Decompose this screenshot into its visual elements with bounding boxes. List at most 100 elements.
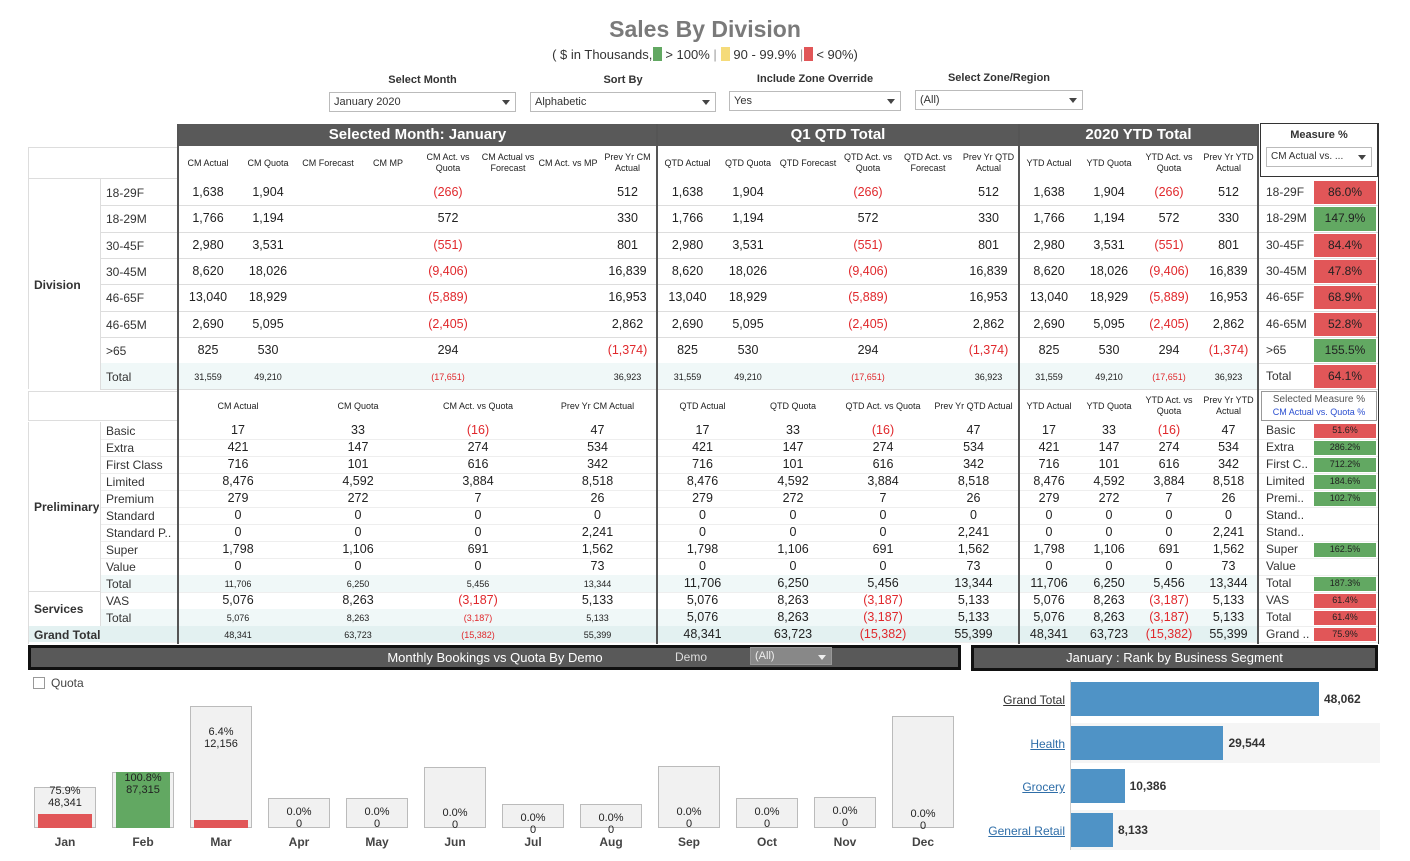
ytd-col-2: YTD Act. vs Quota — [1145, 152, 1193, 173]
row-cell: 8,476 — [222, 473, 254, 488]
division-cell: 16,953 — [608, 290, 647, 305]
row-cell: 5,076 — [686, 609, 719, 624]
bottom-left-header-box — [28, 391, 178, 421]
measure-pct-cell: 52.8% — [1314, 312, 1376, 336]
row-cell: 11,706 — [683, 575, 722, 590]
row-divider — [100, 205, 1378, 207]
division-cell: 5,095 — [1093, 316, 1125, 331]
row-cell: 0 — [970, 507, 977, 522]
legend-yellow: 90 - 99.9% — [733, 47, 797, 62]
chevron-down-icon — [887, 99, 895, 104]
division-cell: 825 — [1038, 342, 1060, 357]
quota-bar — [424, 767, 486, 828]
value-label: 0 — [295, 818, 303, 831]
row-cell: 1,562 — [957, 541, 990, 556]
division-cell: (17,651) — [1152, 372, 1186, 383]
row-cell: 272 — [1098, 490, 1120, 505]
row-cell: 272 — [347, 490, 369, 505]
section-separator — [1018, 124, 1020, 644]
row-cell: 0 — [234, 507, 242, 522]
demo-label: Demo — [675, 650, 708, 664]
row-cell: 0 — [879, 524, 887, 539]
division-cell: 530 — [257, 342, 279, 357]
division-cell: 1,766 — [671, 211, 704, 226]
row-cell: 13,344 — [583, 578, 612, 589]
measure-row-label: 30-45F — [1266, 237, 1305, 252]
row-cell: (3,187) — [1149, 609, 1189, 624]
filter-select-3[interactable]: (All) — [915, 90, 1083, 110]
division-row-label: 46-65M — [106, 317, 147, 332]
rank-category-link[interactable]: Grocery — [1022, 780, 1065, 794]
row-cell: 101 — [1098, 456, 1120, 471]
qtd-col-1: QTD Quota — [724, 157, 771, 168]
row-cell: 0 — [474, 558, 482, 573]
division-row-label: 46-65F — [106, 291, 145, 306]
row-cell: 4,592 — [342, 473, 374, 488]
row-divider — [100, 642, 1378, 644]
division-cell: (17,651) — [431, 372, 465, 383]
division-cell: 16,953 — [969, 290, 1008, 305]
row-cell: 7 — [1165, 490, 1173, 505]
filter-select-2[interactable]: Yes — [729, 91, 901, 111]
rank-value-label: 48,062 — [1324, 692, 1361, 706]
filter-select-0[interactable]: January 2020 — [329, 92, 516, 112]
actual-bar — [116, 772, 170, 828]
quota-checkbox[interactable] — [33, 677, 45, 689]
row-cell: 8,518 — [1212, 473, 1245, 488]
value-label: 0 — [919, 819, 927, 832]
division-cell: 18,026 — [248, 263, 288, 278]
row-cell: (3,187) — [463, 612, 493, 623]
division-row-label: 30-45M — [106, 264, 147, 279]
row-cell: 11,706 — [224, 578, 252, 589]
measure-select[interactable]: CM Actual vs. ... — [1266, 147, 1372, 167]
row-cell: 0 — [474, 524, 482, 539]
value-label: 0 — [451, 819, 459, 831]
division-cell: 8,620 — [192, 263, 224, 278]
row-cell: 0 — [1105, 558, 1113, 573]
row-cell: (16) — [871, 423, 895, 437]
rank-category-link[interactable]: General Retail — [988, 823, 1065, 838]
row-cell: 7 — [879, 490, 887, 505]
border — [28, 591, 100, 592]
row-divider — [100, 231, 1378, 233]
selected-measure-box — [1261, 391, 1377, 421]
division-cell: 8,620 — [671, 263, 704, 278]
qtd-col-5: Prev Yr QTD Actual — [962, 152, 1015, 173]
measure-pct-cell: 47.8% — [1314, 259, 1376, 284]
green-swatch-icon — [653, 47, 663, 61]
month-col-4: CM Act. vs Quota — [426, 152, 470, 173]
row-cell: 101 — [347, 456, 369, 471]
row-label: Total — [106, 576, 132, 591]
preliminary-label: Preliminary — [34, 500, 100, 514]
measure-pct-cell: 286.2% — [1314, 440, 1376, 455]
chevron-down-icon — [818, 655, 826, 660]
ytd-col-1: YTD Quota — [1086, 157, 1132, 168]
row-cell: 272 — [782, 490, 804, 505]
row-cell: 73 — [1221, 558, 1236, 573]
measure-pct-cell: 68.9% — [1314, 286, 1376, 310]
month-tick-label: Sep — [677, 835, 700, 849]
row-label: Super — [106, 542, 139, 557]
measure-row-label: 46-65M — [1266, 316, 1307, 331]
border — [28, 422, 29, 644]
filter-select-1[interactable]: Alphabetic — [530, 92, 716, 112]
row-cell: 8,518 — [957, 473, 990, 488]
border — [28, 179, 29, 389]
demo-select[interactable]: (All) — [750, 647, 832, 665]
measure-pct-cell: 64.1% — [1314, 365, 1376, 389]
row-cell: 47 — [1221, 423, 1236, 437]
measure-row-label: Grand .. — [1266, 626, 1310, 641]
red-swatch-icon — [804, 47, 814, 61]
rank-category-link[interactable]: Health — [1030, 736, 1065, 751]
measure-pct-cell: 187.3% — [1314, 576, 1376, 591]
division-cell: 2,862 — [611, 316, 644, 331]
division-cell: 2,862 — [972, 316, 1005, 331]
row-cell: 5,076 — [1033, 592, 1065, 607]
qtd-col-2: QTD Forecast — [779, 157, 837, 168]
division-cell: (551) — [853, 237, 883, 252]
row-cell: 1,562 — [581, 541, 614, 556]
row-cell: 716 — [692, 456, 713, 471]
row-cell: 2,241 — [957, 524, 990, 539]
rank-category-link[interactable]: Grand Total — [1003, 693, 1065, 707]
border — [1378, 123, 1379, 644]
